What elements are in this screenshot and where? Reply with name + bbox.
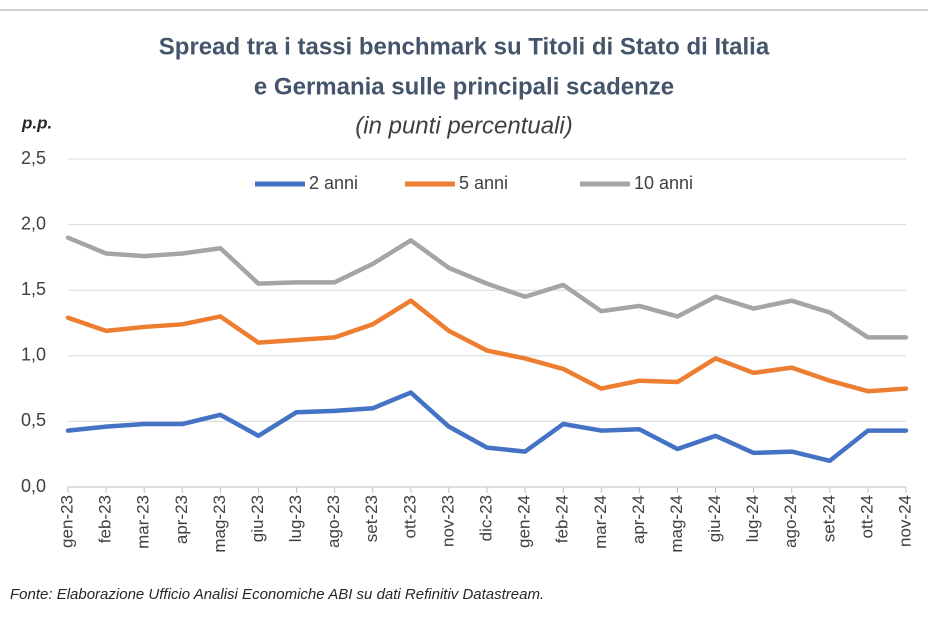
- x-tick-label: gen-24: [515, 495, 534, 548]
- x-tick-label: giu-24: [705, 495, 724, 542]
- legend-label: 10 anni: [634, 173, 693, 193]
- x-tick-label: feb-24: [553, 495, 572, 543]
- x-tick-label: apr-24: [629, 495, 648, 544]
- x-tick-label: ago-23: [324, 495, 343, 548]
- x-tick-label: ott-24: [857, 495, 876, 538]
- y-tick-label: 1,0: [21, 345, 46, 365]
- series-line: [65, 298, 909, 394]
- legend-label: 5 anni: [459, 173, 508, 193]
- x-tick-label: mar-24: [591, 495, 610, 549]
- y-tick-label: 2,0: [21, 213, 46, 233]
- x-tick-label: apr-23: [172, 495, 191, 544]
- x-tick-label: giu-23: [248, 495, 267, 542]
- x-tick-label: ago-24: [781, 495, 800, 548]
- series-line: [65, 235, 909, 340]
- series-line: [65, 390, 909, 464]
- y-axis-label: p.p.: [21, 113, 52, 132]
- x-tick-label: nov-23: [438, 495, 457, 547]
- x-tick-label: mag-24: [667, 495, 686, 553]
- legend-label: 2 anni: [309, 173, 358, 193]
- x-tick-label: mar-23: [134, 495, 153, 549]
- chart-subtitle: (in punti percentuali): [355, 112, 572, 139]
- x-tick-label: lug-23: [286, 495, 305, 542]
- x-tick-label: mag-23: [210, 495, 229, 553]
- chart-title: e Germania sulle principali scadenze: [254, 73, 674, 100]
- x-tick-label: dic-23: [476, 495, 495, 541]
- x-tick-label: set-24: [819, 495, 838, 542]
- y-tick-label: 0,0: [21, 476, 46, 496]
- chart-title: Spread tra i tassi benchmark su Titoli d…: [159, 33, 770, 60]
- x-tick-label: lug-24: [743, 495, 762, 542]
- x-tick-label: nov-24: [895, 495, 914, 547]
- x-tick-label: feb-23: [96, 495, 115, 543]
- y-tick-label: 0,5: [21, 410, 46, 430]
- y-tick-label: 2,5: [21, 148, 46, 168]
- x-tick-label: set-23: [362, 495, 381, 542]
- source-note: Fonte: Elaborazione Ufficio Analisi Econ…: [10, 586, 544, 603]
- x-tick-label: gen-23: [57, 495, 76, 548]
- y-tick-label: 1,5: [21, 279, 46, 299]
- x-tick-label: ott-23: [400, 495, 419, 538]
